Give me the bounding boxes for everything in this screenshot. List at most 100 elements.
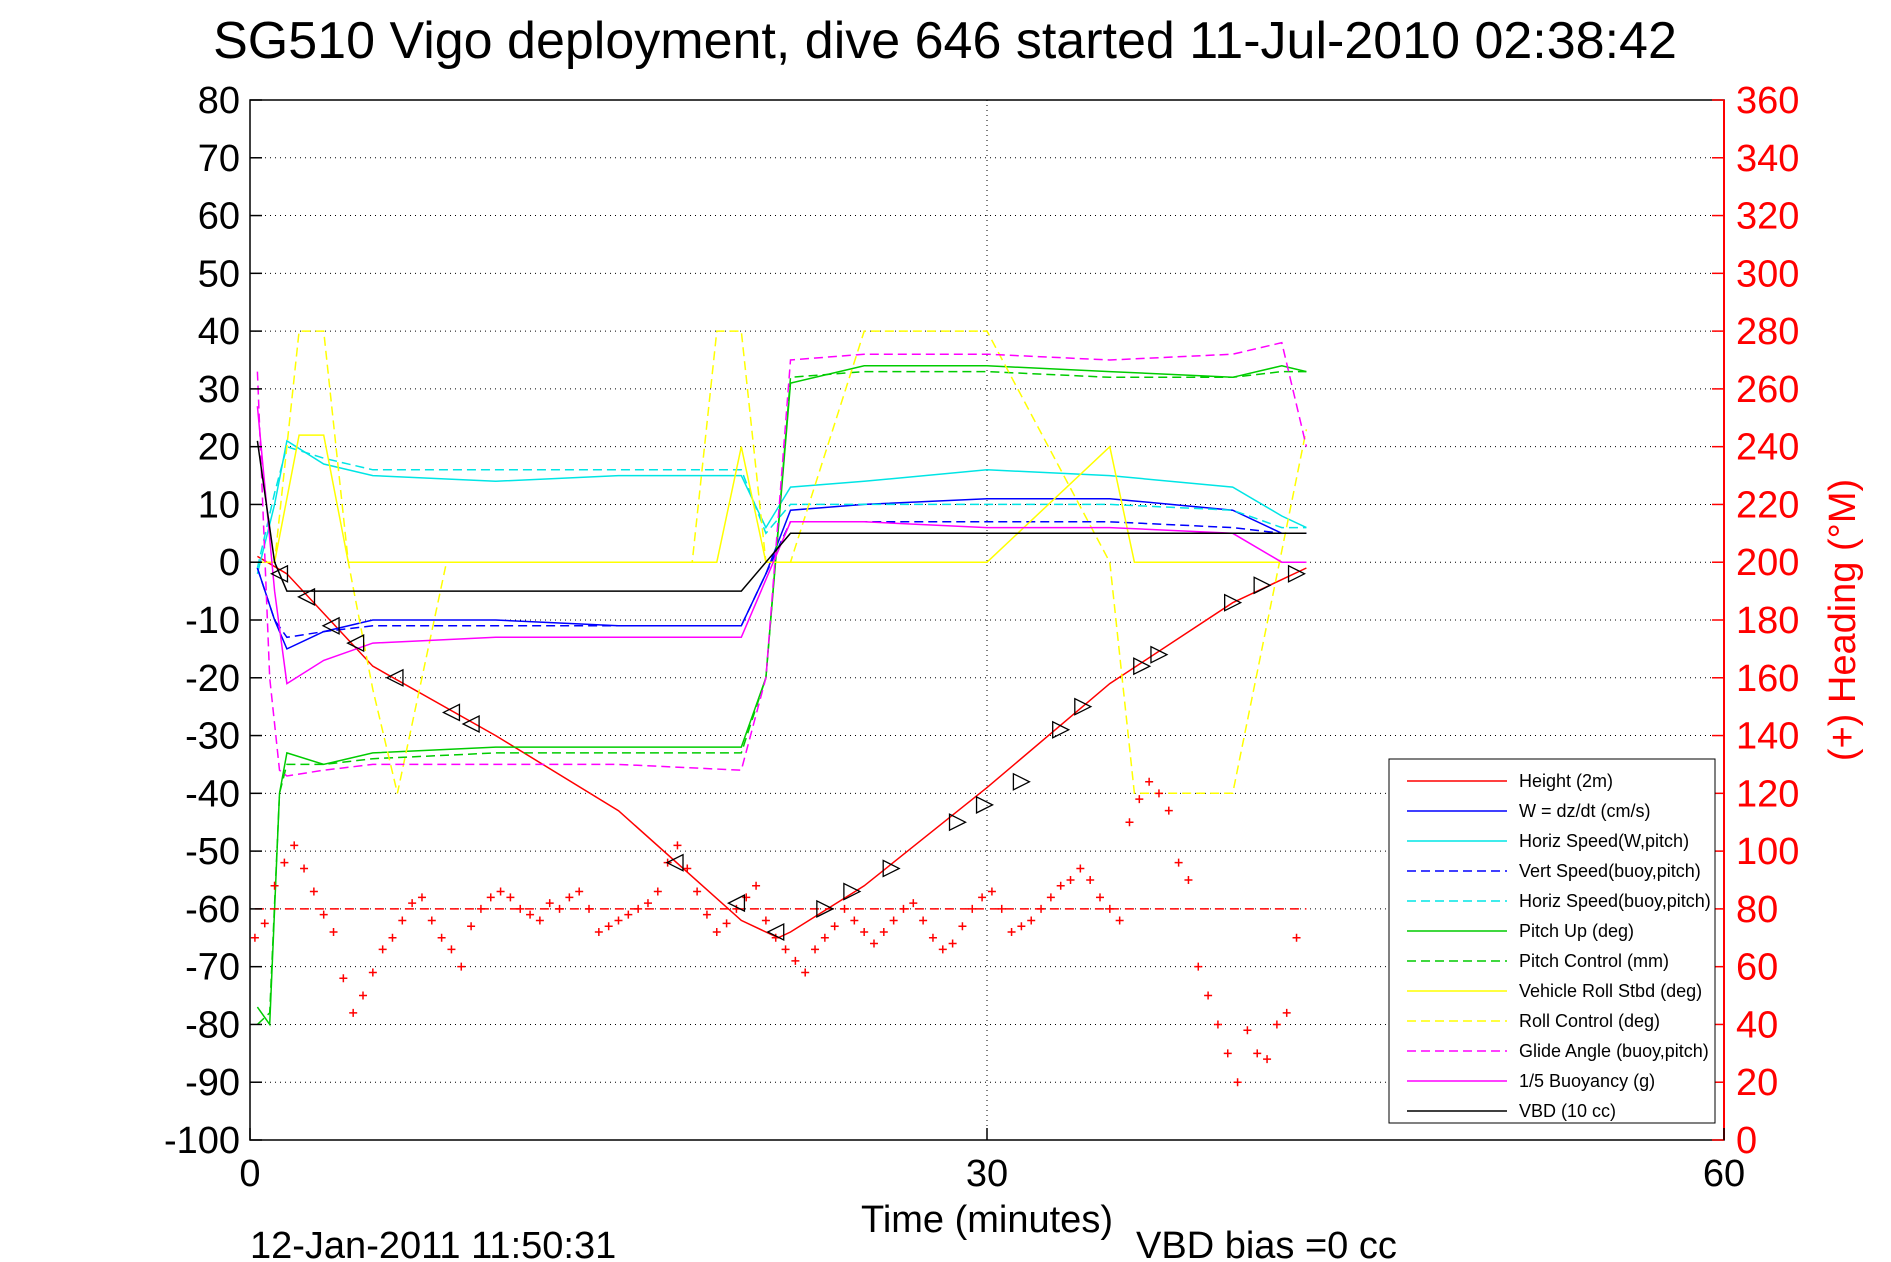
- series-line: [256, 440, 1307, 592]
- series-line: [256, 406, 1307, 685]
- left-tick-label: 80: [198, 80, 240, 122]
- left-tick-label: 70: [198, 138, 240, 180]
- right-tick-label: 340: [1736, 138, 1799, 180]
- heading-point: [565, 893, 574, 902]
- heading-point: [948, 939, 957, 948]
- heading-point: [1056, 881, 1065, 890]
- heading-point: [909, 899, 918, 908]
- left-tick-label: 50: [198, 253, 240, 295]
- heading-point: [928, 933, 937, 942]
- heading-point: [761, 916, 770, 925]
- right-tick-label: 360: [1736, 80, 1799, 122]
- series-layer: [256, 330, 1308, 1027]
- heading-point: [643, 899, 652, 908]
- right-axis-ticks: 3603403203002802602402202001801601401201…: [1712, 80, 1799, 1162]
- glide-marker-up: [1150, 645, 1169, 664]
- left-tick-label: 0: [219, 542, 240, 584]
- heading-point: [1253, 1049, 1262, 1058]
- heading-point: [1086, 876, 1095, 884]
- glide-marker-up: [1224, 593, 1243, 612]
- legend-label: Vehicle Roll Stbd (deg): [1519, 981, 1702, 1001]
- glide-marker-up: [975, 795, 994, 814]
- right-tick-label: 140: [1736, 716, 1799, 758]
- heading-point: [712, 928, 721, 936]
- heading-point: [830, 922, 839, 931]
- heading-point: [309, 887, 318, 896]
- glide-marker-down: [297, 587, 316, 606]
- legend-label: Pitch Up (deg): [1519, 921, 1634, 941]
- glide-marker-up: [948, 813, 967, 832]
- x-axis-ticks: 0 30 60: [239, 1128, 1745, 1195]
- heading-point: [1096, 893, 1105, 902]
- heading-point: [1164, 806, 1173, 815]
- series-line: [256, 521, 1307, 639]
- right-axis-label: (+) Heading (°M): [1822, 479, 1864, 761]
- heading-point: [506, 893, 515, 902]
- glide-marker-down: [385, 668, 404, 687]
- right-tick-label: 40: [1736, 1004, 1778, 1046]
- legend-label: W = dz/dt (cm/s): [1519, 801, 1651, 821]
- left-tick-label: 10: [198, 484, 240, 526]
- heading-point: [634, 904, 643, 913]
- glide-markers: [270, 564, 1306, 942]
- heading-point: [1233, 1078, 1242, 1087]
- heading-point: [997, 904, 1006, 913]
- heading-point: [869, 939, 878, 948]
- legend-label: Roll Control (deg): [1519, 1011, 1660, 1031]
- series-line: [257, 434, 1307, 563]
- legend-label: Pitch Control (mm): [1519, 951, 1669, 971]
- right-tick-label: 220: [1736, 484, 1799, 526]
- glide-marker-up: [816, 899, 835, 918]
- heading-point: [260, 919, 269, 928]
- glide-marker-up: [1074, 697, 1093, 716]
- left-tick-label: -50: [185, 831, 240, 873]
- left-axis-ticks: 80 70 60 50 40 30 20 10 0 -10 -20 -30 -40 -50 -60 -70 -8…: [164, 80, 262, 1162]
- legend-label: Glide Angle (buoy,pitch): [1519, 1041, 1709, 1061]
- heading-point: [1145, 777, 1154, 786]
- heading-point: [270, 881, 279, 890]
- right-tick-label: 180: [1736, 600, 1799, 642]
- left-tick-label: -20: [185, 658, 240, 700]
- heading-point: [545, 899, 554, 908]
- heading-point: [368, 968, 377, 977]
- left-tick-label: -60: [185, 889, 240, 931]
- right-tick-label: 20: [1736, 1062, 1778, 1104]
- heading-point: [1046, 893, 1055, 902]
- heading-point: [1184, 876, 1193, 884]
- heading-point: [899, 904, 908, 913]
- heading-point: [801, 968, 810, 977]
- right-tick-label: 160: [1736, 658, 1799, 700]
- heading-point: [486, 893, 495, 902]
- heading-point: [987, 887, 996, 896]
- heading-point: [467, 922, 476, 931]
- heading-point: [752, 881, 761, 890]
- heading-point: [1272, 1020, 1281, 1029]
- left-tick-label: 60: [198, 196, 240, 238]
- series-line: [257, 330, 1308, 795]
- glide-marker-up: [1253, 576, 1272, 595]
- heading-point: [398, 916, 407, 925]
- heading-points: [251, 777, 1307, 1087]
- series-line: [256, 497, 1307, 650]
- glide-marker-down: [270, 564, 289, 583]
- left-tick-label: -90: [185, 1062, 240, 1104]
- glide-marker-up: [1133, 657, 1152, 676]
- right-tick-label: 0: [1736, 1120, 1757, 1162]
- right-tick-label: 120: [1736, 773, 1799, 815]
- series-line: [256, 365, 1307, 1027]
- heading-point: [1115, 916, 1124, 925]
- heading-point: [840, 904, 849, 913]
- heading-point: [722, 919, 731, 928]
- heading-point: [447, 945, 456, 954]
- legend-label: VBD (10 cc): [1519, 1101, 1616, 1121]
- heading-point: [653, 887, 662, 896]
- heading-point: [427, 916, 436, 925]
- heading-point: [594, 928, 603, 936]
- heading-point: [1105, 904, 1114, 913]
- x-tick-label: 60: [1703, 1153, 1745, 1195]
- heading-point: [1154, 789, 1163, 798]
- heading-point: [673, 841, 682, 850]
- heading-point: [555, 904, 564, 913]
- heading-point: [879, 928, 888, 936]
